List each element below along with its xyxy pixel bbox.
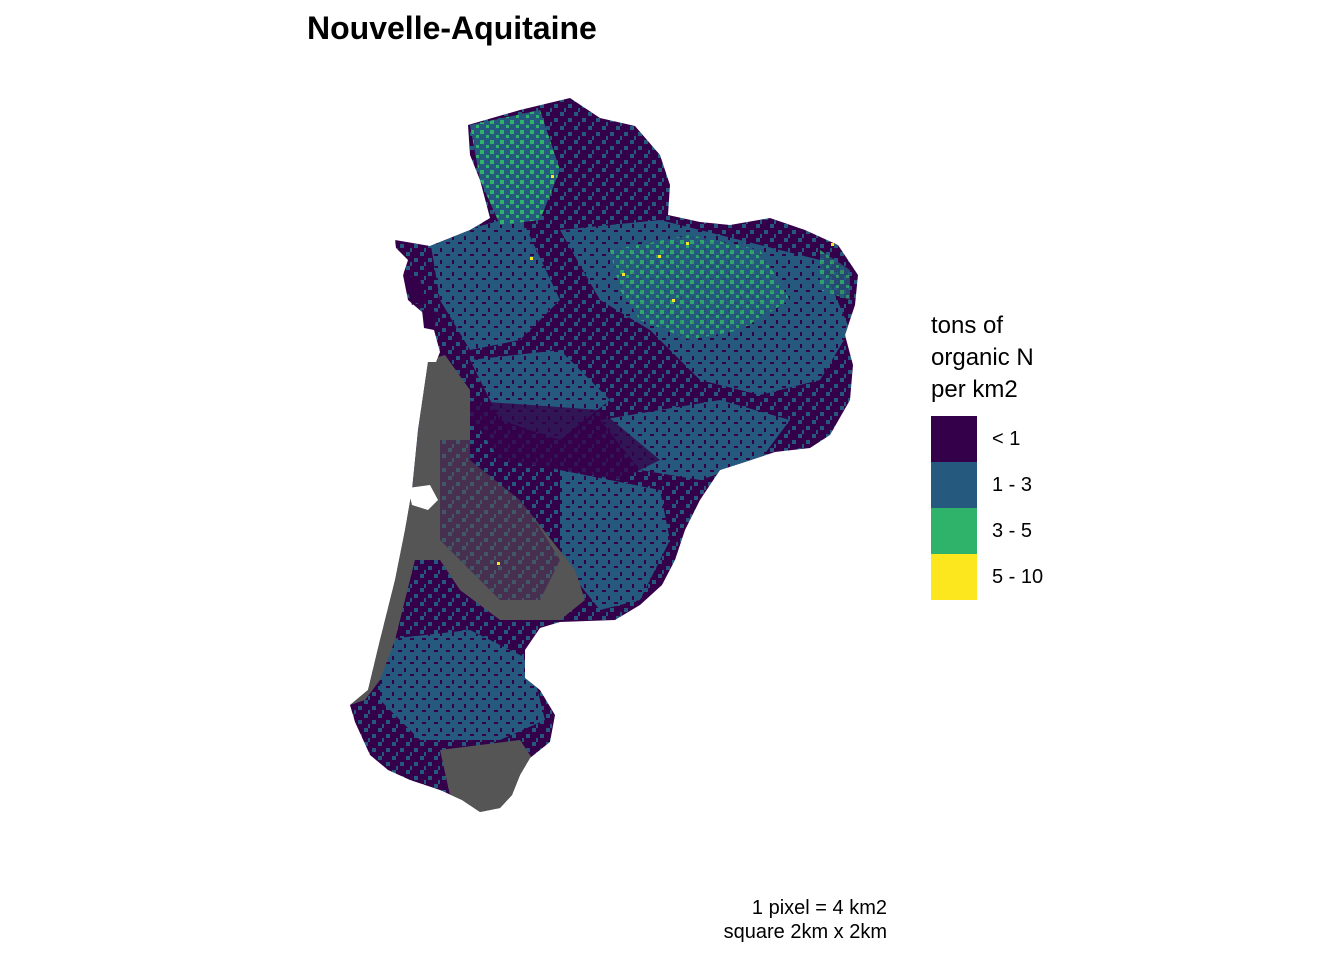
legend-label-5-10: 5 - 10 <box>992 566 1044 588</box>
map-title: Nouvelle-Aquitaine <box>307 10 597 46</box>
legend-title: tons of organic N per km2 <box>931 312 1034 403</box>
legend-label-1-3: 1 - 3 <box>992 474 1033 496</box>
legend-swatch-lt1 <box>931 416 977 462</box>
caption-line-2: square 2km x 2km <box>723 921 887 943</box>
map-caption: 1 pixel = 4 km2 square 2km x 2km <box>724 896 887 944</box>
legend-swatch-5-10 <box>931 554 977 600</box>
region-raster <box>350 98 858 812</box>
legend-label-lt1: < 1 <box>992 428 1021 450</box>
legend-swatch-1-3 <box>931 462 977 508</box>
caption-line-1: 1 pixel = 4 km2 <box>751 897 887 919</box>
legend-swatch-3-5 <box>931 508 977 554</box>
legend-label-3-5: 3 - 5 <box>992 520 1033 542</box>
